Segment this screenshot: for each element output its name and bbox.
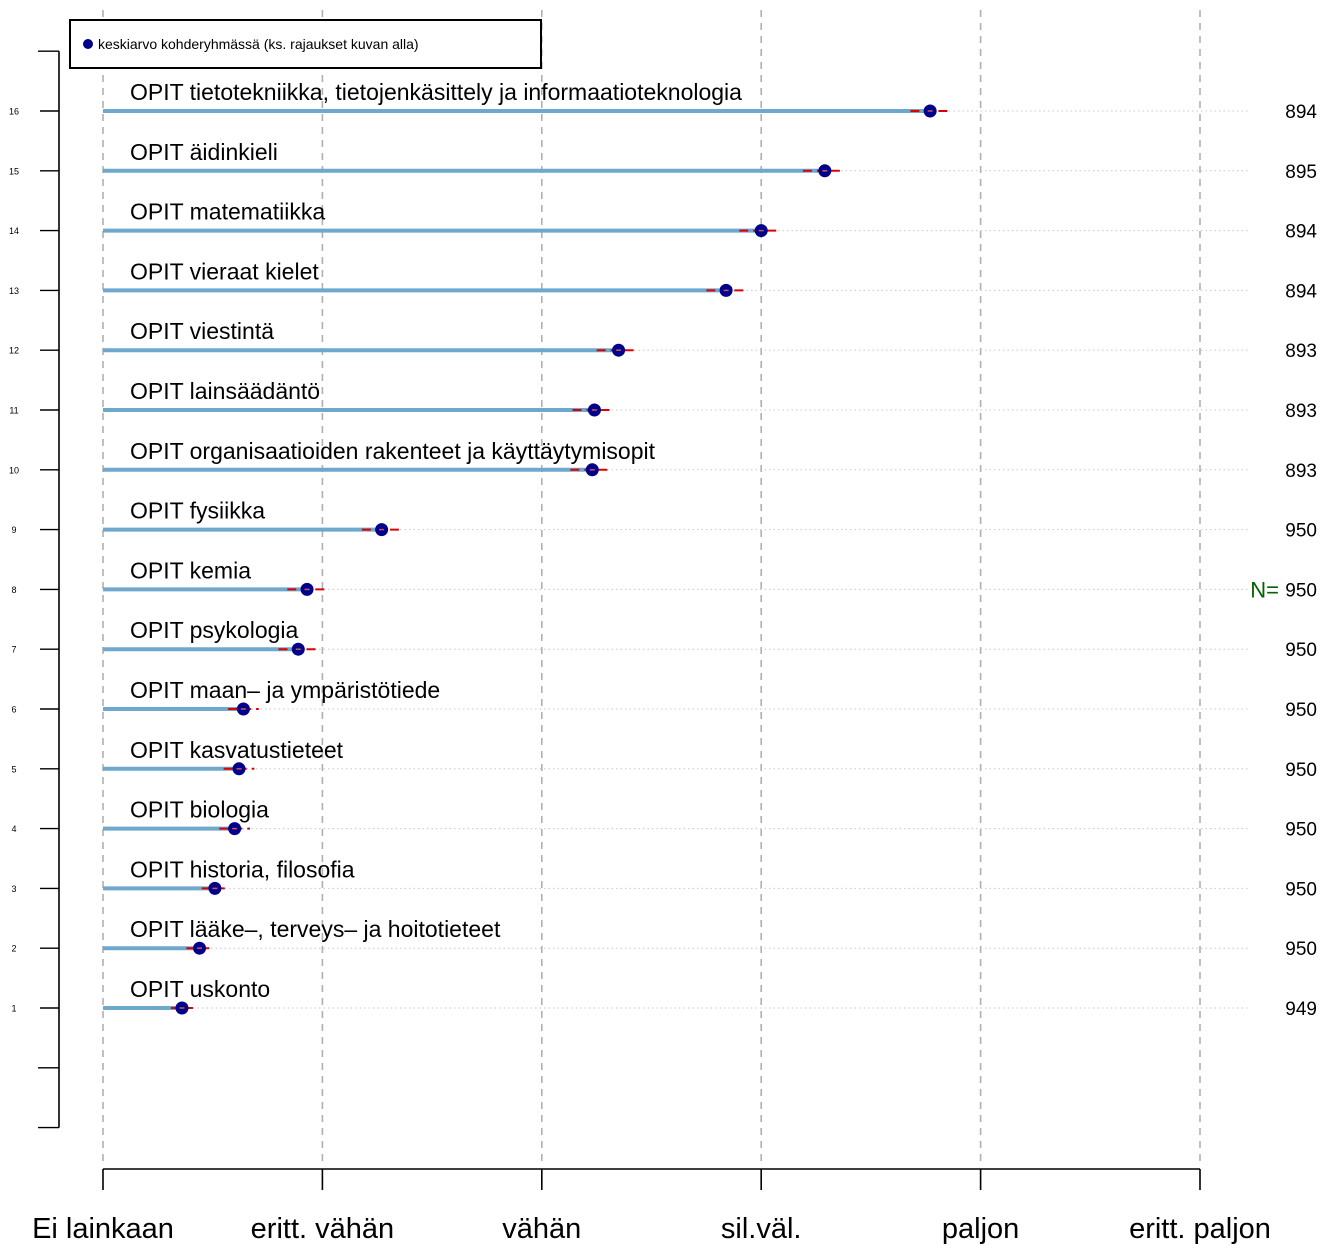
n-value: 895 bbox=[1285, 162, 1317, 183]
x-tick-label: paljon bbox=[942, 1213, 1019, 1245]
data-row: OPIT lääke‒, terveys‒ ja hoitotieteet bbox=[103, 916, 501, 955]
y-tick-label: 13 bbox=[9, 286, 19, 296]
n-value: 950 bbox=[1285, 521, 1317, 542]
data-row: OPIT organisaatioiden rakenteet ja käytt… bbox=[103, 438, 656, 477]
y-tick-label: 7 bbox=[11, 645, 16, 655]
x-axis: Ei lainkaan eritt. vähän vähän sil.väl. palj… bbox=[32, 1168, 1271, 1245]
data-row: OPIT tietotekniikka, tietojenkäsittely j… bbox=[103, 79, 950, 118]
n-value: 950 bbox=[1285, 760, 1317, 781]
data-row: OPIT fysiikka bbox=[103, 498, 400, 537]
data-rows: OPIT tietotekniikka, tietojenkäsittely j… bbox=[103, 79, 950, 1015]
n-label: N= bbox=[1250, 577, 1279, 602]
row-label: OPIT psykologia bbox=[130, 617, 299, 643]
data-row: OPIT historia, filosofia bbox=[103, 856, 355, 895]
x-tick-label: eritt. paljon bbox=[1129, 1213, 1271, 1245]
row-label: OPIT fysiikka bbox=[130, 498, 265, 524]
row-label: OPIT kemia bbox=[130, 557, 251, 583]
data-row: OPIT maan‒ ja ympäristötiede bbox=[103, 677, 440, 716]
row-label: OPIT matematiikka bbox=[130, 199, 325, 225]
data-row: OPIT vieraat kielet bbox=[103, 258, 746, 297]
row-label: OPIT maan‒ ja ympäristötiede bbox=[130, 677, 440, 703]
data-row: OPIT äidinkieli bbox=[103, 139, 843, 178]
n-value: 894 bbox=[1285, 281, 1317, 302]
row-label: OPIT lainsäädäntö bbox=[130, 378, 320, 404]
row-label: OPIT organisaatioiden rakenteet ja käytt… bbox=[130, 438, 656, 464]
n-value: 950 bbox=[1285, 580, 1317, 601]
data-row: OPIT biologia bbox=[103, 797, 269, 836]
row-label: OPIT lääke‒, terveys‒ ja hoitotieteet bbox=[130, 916, 501, 942]
n-value: 894 bbox=[1285, 102, 1317, 123]
y-tick-label: 16 bbox=[9, 107, 19, 117]
data-row: OPIT kemia bbox=[103, 557, 327, 596]
y-tick-label: 14 bbox=[9, 226, 19, 236]
y-axis: 16 15 14 13 12 11 10 9 8 7 6 5 4 3 2 1 bbox=[9, 50, 60, 1129]
n-value: 893 bbox=[1285, 401, 1317, 422]
y-tick-label: 12 bbox=[9, 346, 19, 356]
n-value: 950 bbox=[1285, 820, 1317, 841]
data-row: OPIT kasvatustieteet bbox=[103, 737, 344, 776]
row-label: OPIT vieraat kielet bbox=[130, 258, 319, 284]
n-value: 950 bbox=[1285, 879, 1317, 900]
x-tick-label: sil.väl. bbox=[721, 1213, 802, 1245]
n-value: 950 bbox=[1285, 640, 1317, 661]
y-tick-label: 11 bbox=[9, 406, 18, 416]
row-label: OPIT uskonto bbox=[130, 976, 270, 1002]
n-value: 893 bbox=[1285, 341, 1317, 362]
y-tick-label: 1 bbox=[11, 1004, 16, 1014]
y-tick-label: 9 bbox=[11, 525, 16, 535]
x-tick-label: eritt. vähän bbox=[251, 1213, 394, 1245]
row-label: OPIT biologia bbox=[130, 797, 269, 823]
y-tick-label: 5 bbox=[11, 764, 16, 774]
y-tick-label: 4 bbox=[11, 824, 16, 834]
row-label: OPIT kasvatustieteet bbox=[130, 737, 344, 763]
data-row: OPIT psykologia bbox=[103, 617, 319, 656]
n-value: 949 bbox=[1285, 999, 1317, 1020]
legend-box bbox=[69, 19, 542, 69]
legend: keskiarvo kohderyhmässä (ks. rajaukset k… bbox=[69, 19, 542, 69]
y-tick-label: 15 bbox=[9, 166, 19, 176]
legend-marker bbox=[83, 39, 93, 49]
x-tick-label: Ei lainkaan bbox=[32, 1213, 174, 1245]
n-value: 950 bbox=[1285, 939, 1317, 960]
data-row: OPIT viestintä bbox=[103, 318, 637, 357]
row-label: OPIT historia, filosofia bbox=[130, 856, 355, 882]
x-tick-label: vähän bbox=[502, 1213, 581, 1245]
n-value: 894 bbox=[1285, 222, 1317, 243]
data-row: OPIT matematiikka bbox=[103, 199, 779, 238]
n-column: 894 895 894 894 893 893 893 950 950 950 950 950 950 9… bbox=[1250, 102, 1317, 1020]
row-label: OPIT tietotekniikka, tietojenkäsittely j… bbox=[130, 79, 742, 105]
y-tick-label: 3 bbox=[11, 884, 16, 894]
y-tick-label: 6 bbox=[11, 705, 16, 715]
row-label: OPIT viestintä bbox=[130, 318, 274, 344]
n-value: 950 bbox=[1285, 700, 1317, 721]
legend-label: keskiarvo kohderyhmässä (ks. rajaukset k… bbox=[98, 36, 419, 52]
data-row: OPIT lainsäädäntö bbox=[103, 378, 610, 417]
n-value: 893 bbox=[1285, 461, 1317, 482]
y-tick-label: 2 bbox=[11, 944, 16, 954]
row-label: OPIT äidinkieli bbox=[130, 139, 278, 165]
y-tick-label: 8 bbox=[11, 585, 16, 595]
data-row: OPIT uskonto bbox=[103, 976, 270, 1015]
y-tick-label: 10 bbox=[9, 465, 19, 475]
